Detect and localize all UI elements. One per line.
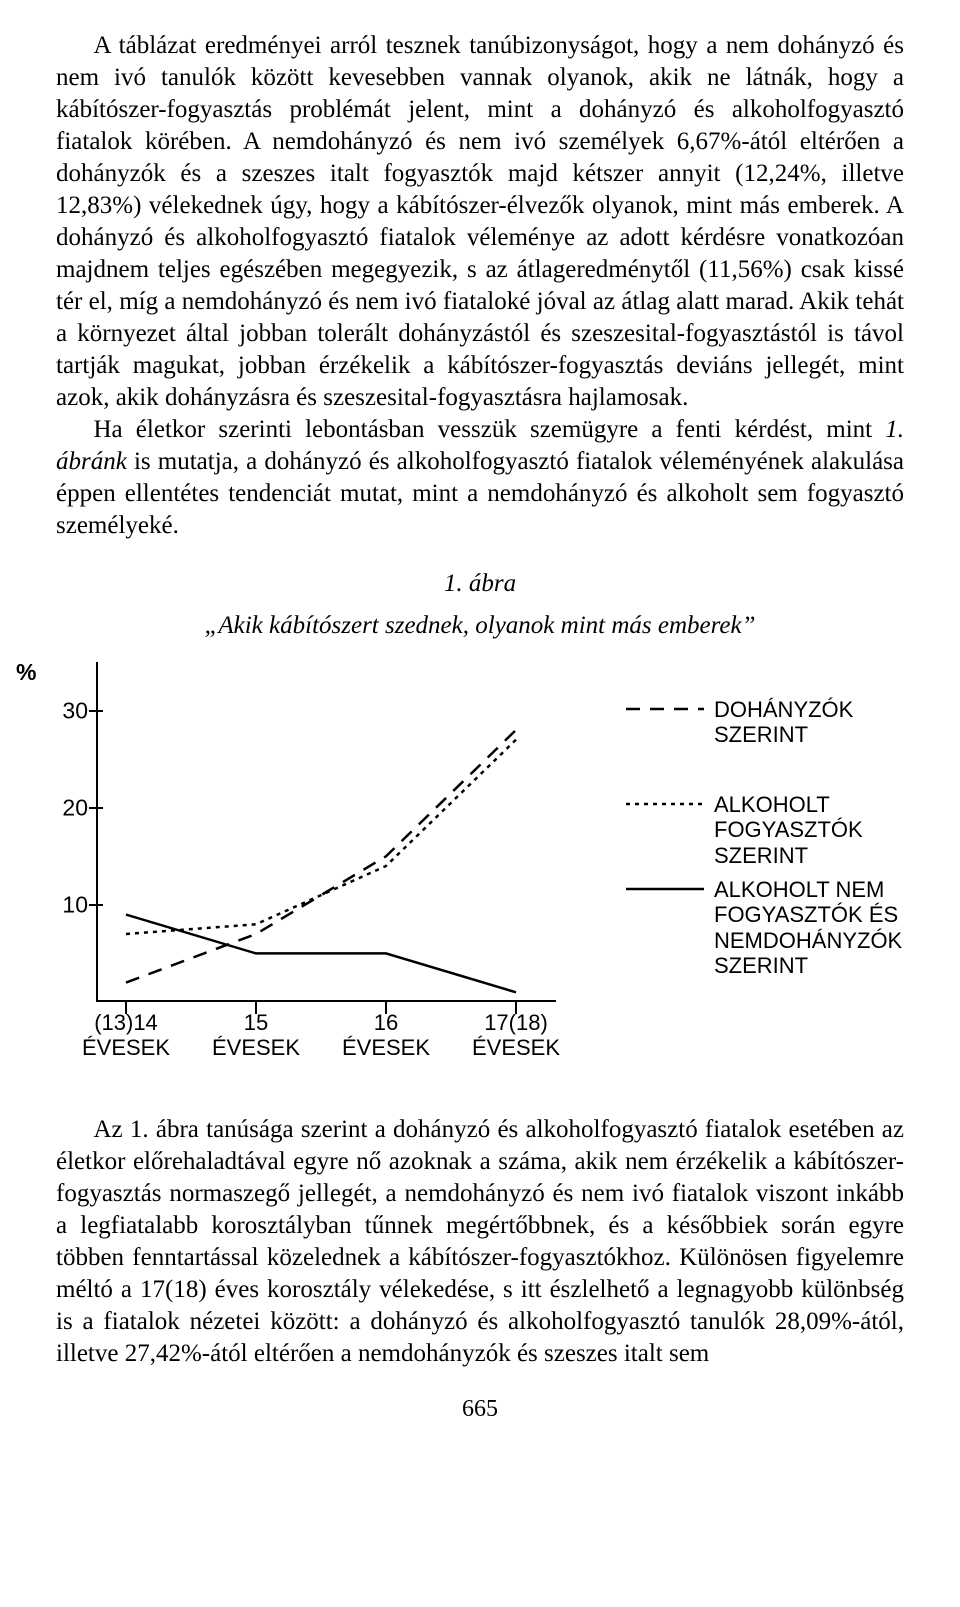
body-paragraph-1: A táblázat eredményei arról tesznek tanú… bbox=[56, 30, 904, 414]
legend-entry: ALKOHOLTFOGYASZTÓK SZERINT bbox=[626, 792, 916, 872]
figure-title: „Akik kábítószert szednek, olyanok mint … bbox=[56, 610, 904, 642]
plot-area: 102030 (13)14ÉVESEK15ÉVESEK16ÉVESEK17(18… bbox=[96, 662, 556, 1002]
page: A táblázat eredményei arról tesznek tanú… bbox=[0, 0, 960, 1445]
line-chart: % 102030 (13)14ÉVESEK15ÉVESEK16ÉVESEK17(… bbox=[56, 662, 916, 1102]
x-tick-label: 16ÉVESEK bbox=[342, 1010, 430, 1061]
figure-label: 1. ábra bbox=[56, 568, 904, 600]
x-tick-label: 15ÉVESEK bbox=[212, 1010, 300, 1061]
legend-entry: ALKOHOLT NEMFOGYASZTÓK ÉSNEMDOHÁNYZÓKSZE… bbox=[626, 877, 902, 982]
series-line bbox=[126, 740, 516, 934]
chart-lines bbox=[96, 662, 556, 1002]
p2-part-a: Ha életkor szerinti lebontásban vesszük … bbox=[94, 416, 886, 443]
x-tick-label: (13)14ÉVESEK bbox=[82, 1010, 170, 1061]
legend-label: DOHÁNYZÓK SZERINT bbox=[714, 697, 916, 748]
y-tick-label: 30 bbox=[52, 696, 88, 725]
legend-label: ALKOHOLTFOGYASZTÓK SZERINT bbox=[714, 792, 916, 868]
legend-swatch bbox=[626, 792, 704, 814]
legend-label: ALKOHOLT NEMFOGYASZTÓK ÉSNEMDOHÁNYZÓKSZE… bbox=[714, 877, 902, 978]
y-tick-label: 20 bbox=[52, 793, 88, 822]
y-axis-label: % bbox=[16, 658, 36, 687]
legend-swatch bbox=[626, 697, 704, 719]
legend-entry: DOHÁNYZÓK SZERINT bbox=[626, 697, 916, 752]
page-number: 665 bbox=[56, 1394, 904, 1425]
series-line bbox=[126, 915, 516, 993]
legend-swatch bbox=[626, 877, 704, 899]
x-tick-label: 17(18)ÉVESEK bbox=[472, 1010, 560, 1061]
body-paragraph-3: Az 1. ábra tanúsága szerint a dohányzó é… bbox=[56, 1114, 904, 1370]
body-paragraph-2: Ha életkor szerinti lebontásban vesszük … bbox=[56, 414, 904, 542]
series-line bbox=[126, 730, 516, 983]
p2-part-b: is mutatja, a dohányzó és alkoholfogyasz… bbox=[56, 448, 904, 539]
y-tick-label: 10 bbox=[52, 890, 88, 919]
